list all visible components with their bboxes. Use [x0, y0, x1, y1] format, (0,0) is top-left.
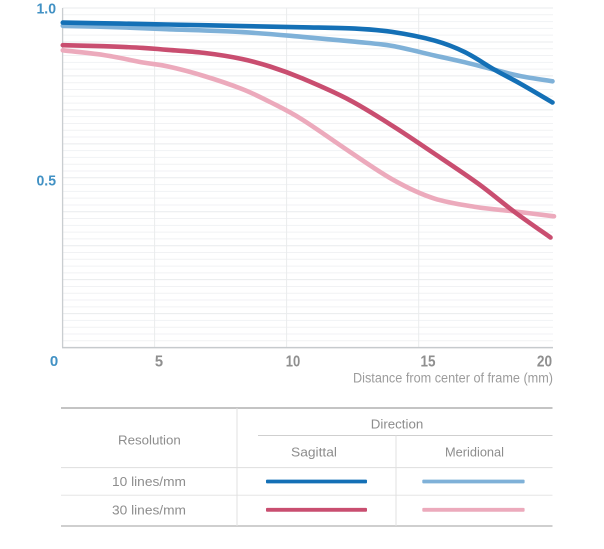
- svg-text:30 lines/mm: 30 lines/mm: [112, 503, 186, 518]
- svg-text:Sagittal: Sagittal: [291, 445, 337, 460]
- svg-text:10: 10: [286, 353, 301, 370]
- svg-text:5: 5: [155, 353, 163, 370]
- svg-text:20: 20: [537, 353, 552, 370]
- svg-text:Resolution: Resolution: [118, 433, 181, 448]
- svg-text:0.5: 0.5: [37, 173, 57, 190]
- svg-text:10 lines/mm: 10 lines/mm: [112, 474, 186, 489]
- svg-text:0: 0: [50, 353, 58, 370]
- svg-text:Direction: Direction: [371, 416, 423, 431]
- svg-text:15: 15: [421, 353, 436, 370]
- svg-text:Distance from center of frame: Distance from center of frame (mm): [353, 371, 553, 386]
- svg-text:1.0: 1.0: [37, 1, 57, 18]
- svg-text:Meridional: Meridional: [445, 445, 504, 460]
